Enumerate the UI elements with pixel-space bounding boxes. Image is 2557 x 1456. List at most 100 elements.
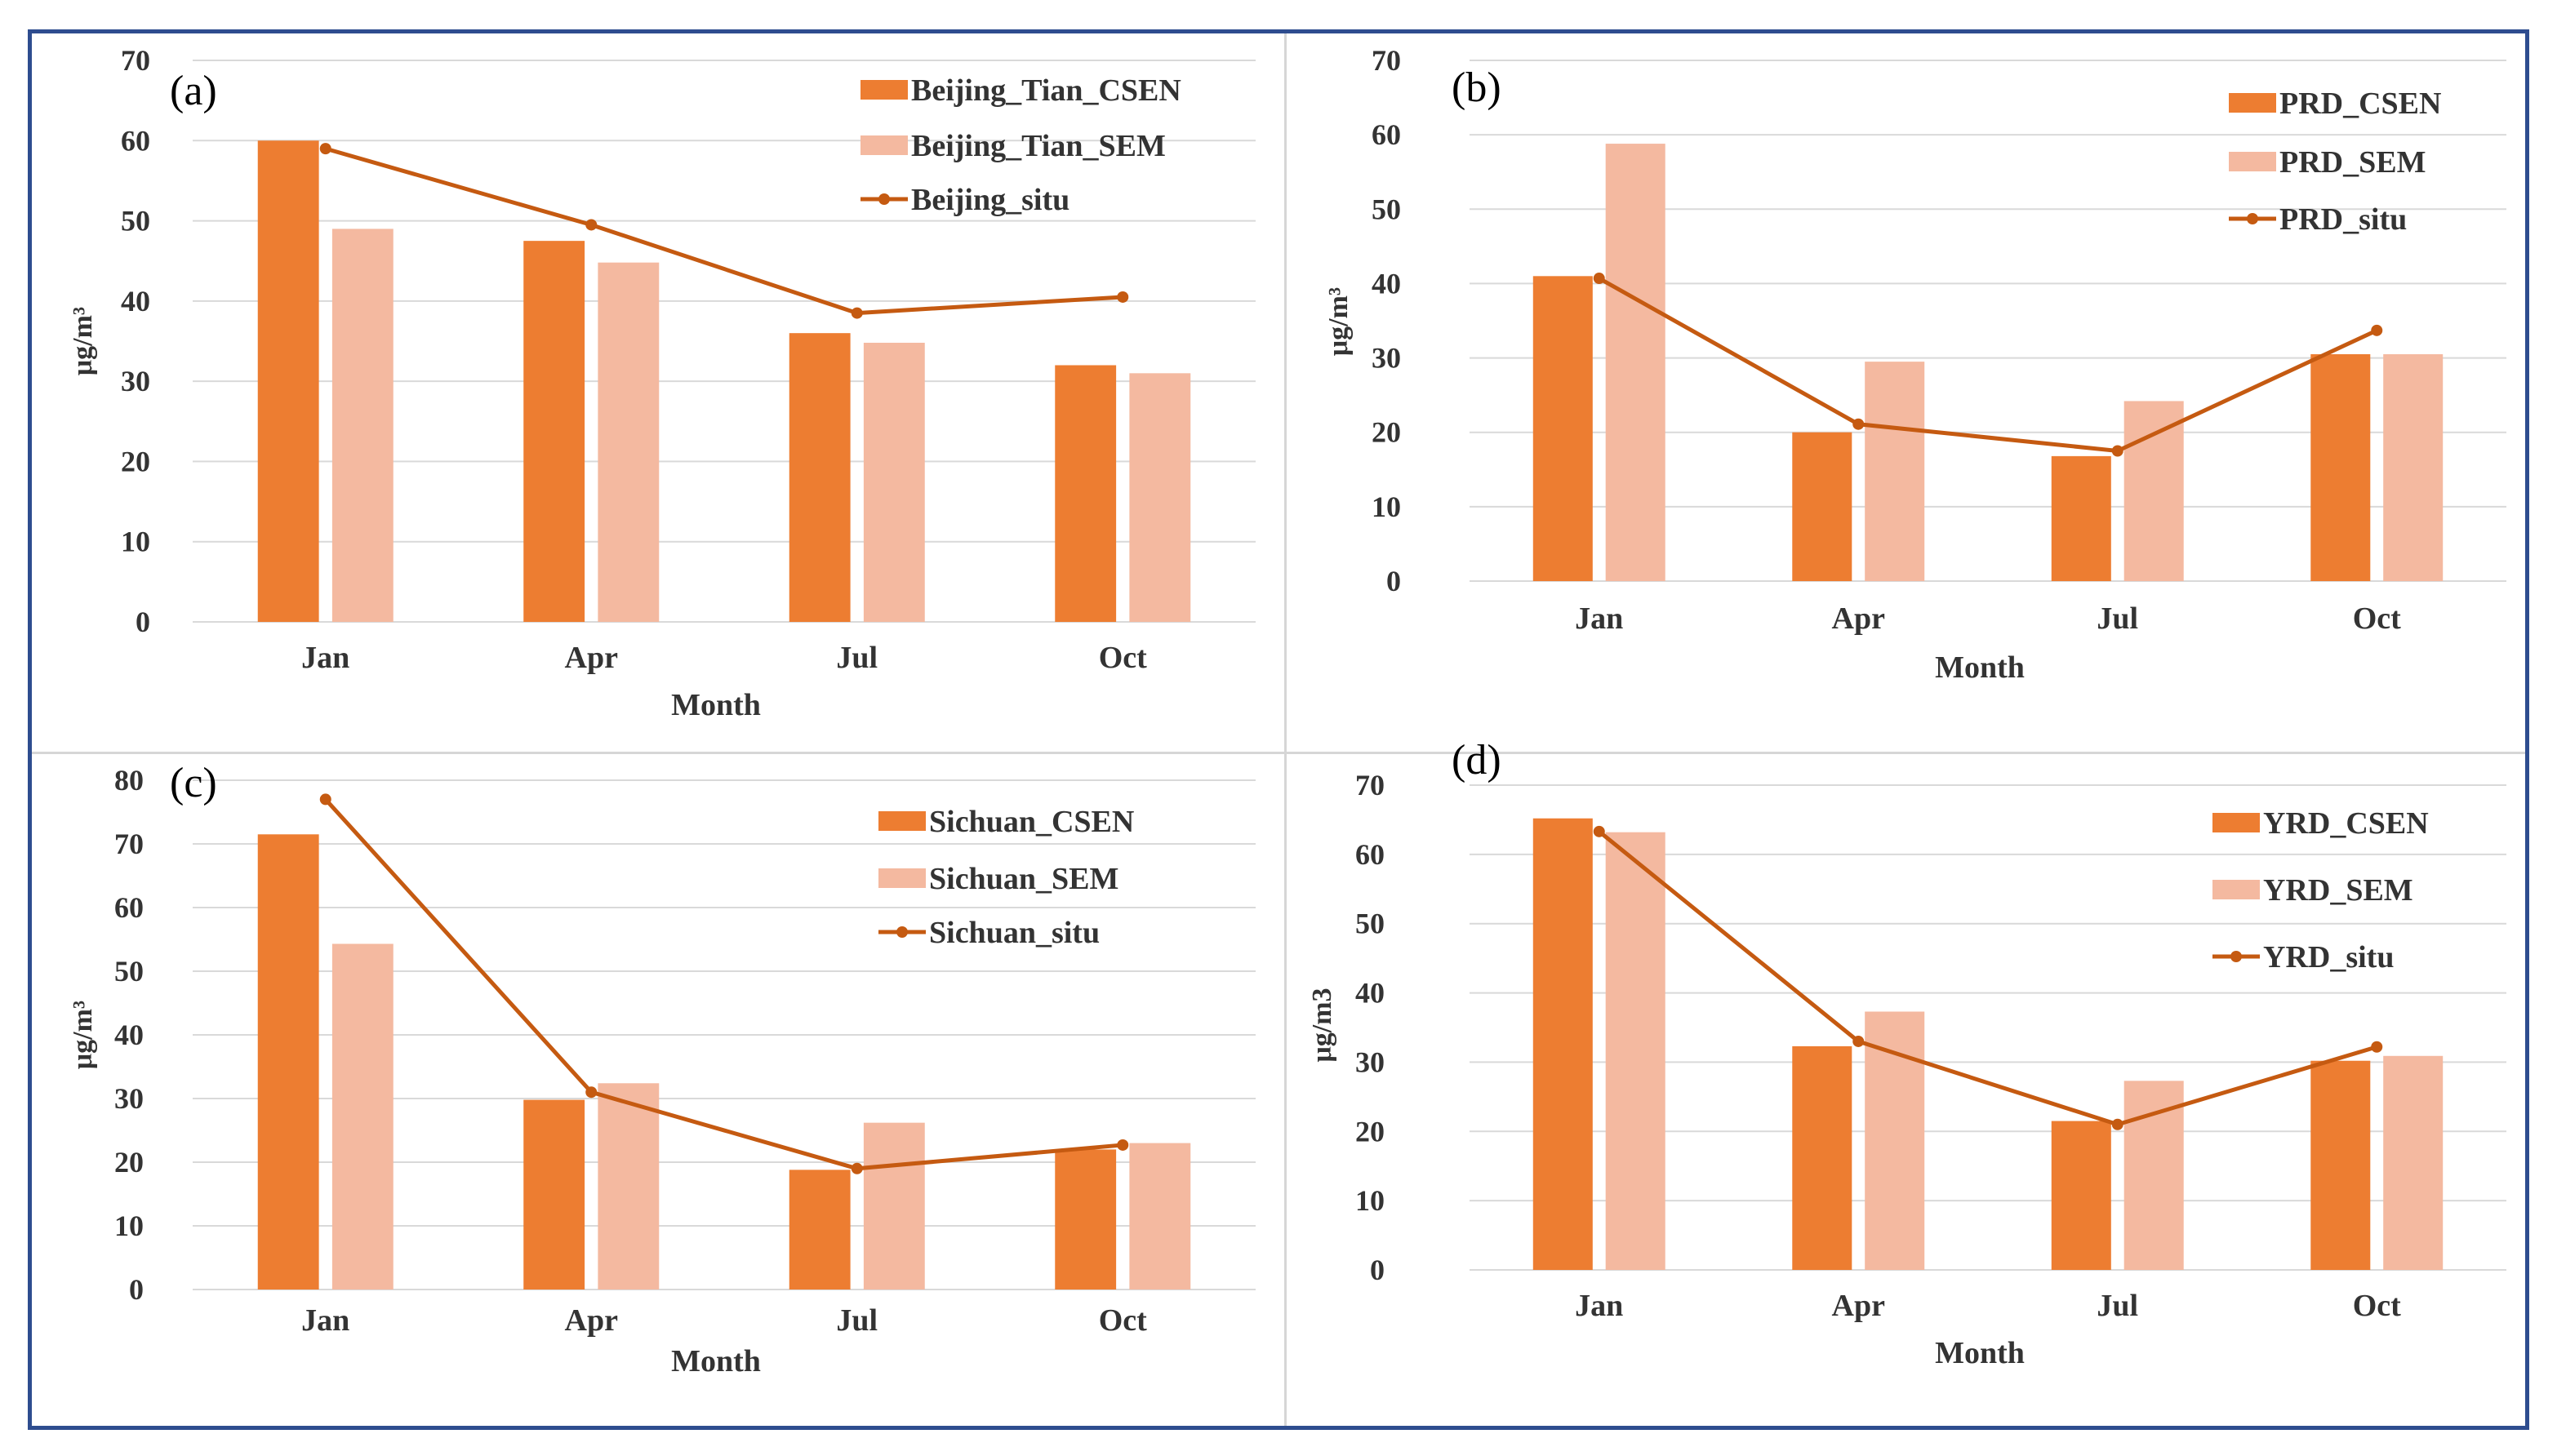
bar-Beijing_Tian_SEM-Jan bbox=[331, 229, 394, 622]
point-YRD_situ-Apr bbox=[1852, 1035, 1865, 1047]
x-axis-label: Month bbox=[671, 688, 761, 722]
bar-YRD_CSEN-Oct bbox=[2310, 1060, 2371, 1270]
y-tick-label: 0 bbox=[136, 606, 150, 638]
legend-label: YRD_situ bbox=[2263, 940, 2394, 974]
point-YRD_situ-Jul bbox=[2111, 1118, 2123, 1130]
bar-PRD_SEM-Oct bbox=[2383, 354, 2444, 581]
x-axis-label: Month bbox=[1935, 1336, 2025, 1370]
line-YRD_situ bbox=[1598, 829, 2377, 1127]
bar-PRD_SEM-Jan bbox=[1605, 144, 1665, 581]
x-tick-label: Apr bbox=[565, 1303, 619, 1338]
x-tick-label: Oct bbox=[2353, 1289, 2401, 1323]
y-tick-label: 80 bbox=[114, 764, 144, 797]
legend-label: Sichuan_SEM bbox=[929, 862, 1118, 896]
line-PRD_situ bbox=[1598, 276, 2378, 454]
bar-Sichuan_SEM-Jan bbox=[331, 943, 394, 1290]
y-tick-label: 30 bbox=[121, 365, 150, 397]
bar-Sichuan_CSEN-Apr bbox=[523, 1099, 585, 1290]
x-axis-label: Month bbox=[671, 1344, 761, 1378]
x-tick-label: Jul bbox=[2097, 1289, 2138, 1323]
chart-panel-d: 0 10 20 30 40 50 60 70 μg/m3 Jan Apr Jul Oct Month (d)… bbox=[1307, 737, 2506, 1370]
bar-Sichuan_SEM-Jul bbox=[863, 1122, 925, 1290]
legend-label: PRD_SEM bbox=[2279, 145, 2426, 180]
y-tick-label: 60 bbox=[1372, 118, 1401, 151]
bar-Beijing_Tian_SEM-Jul bbox=[863, 342, 925, 622]
y-tick-label: 50 bbox=[114, 955, 144, 988]
point-Sichuan_situ-Apr bbox=[585, 1086, 598, 1099]
y-tick-label: 70 bbox=[121, 44, 150, 77]
y-tick-label: 30 bbox=[1372, 342, 1401, 375]
panel-label: (a) bbox=[170, 68, 217, 114]
figure-frame bbox=[28, 29, 2529, 1430]
bar-Beijing_Tian_SEM-Apr bbox=[598, 262, 660, 622]
x-axis-label: Month bbox=[1935, 650, 2025, 685]
legend-label: Beijing_Tian_CSEN bbox=[911, 73, 1181, 108]
bar-Beijing_Tian_CSEN-Jan bbox=[257, 140, 319, 623]
x-tick-label: Jul bbox=[836, 641, 878, 675]
bar-YRD_CSEN-Jul bbox=[2051, 1121, 2111, 1270]
point-PRD_situ-Jan bbox=[1593, 273, 1605, 285]
point-Beijing_situ-Jul bbox=[851, 307, 863, 319]
y-tick-label: 70 bbox=[114, 828, 144, 860]
panel-label: (d) bbox=[1452, 737, 1501, 783]
y-tick-label: 50 bbox=[1355, 908, 1385, 940]
legend-marker-Sichuan_situ bbox=[896, 926, 908, 938]
bar-PRD_CSEN-Jul bbox=[2051, 455, 2111, 581]
point-Sichuan_situ-Jul bbox=[851, 1162, 863, 1174]
bar-PRD_SEM-Jul bbox=[2123, 401, 2184, 581]
y-tick-label: 20 bbox=[114, 1146, 144, 1179]
bar-PRD_CSEN-Apr bbox=[1792, 432, 1852, 581]
point-YRD_situ-Oct bbox=[2371, 1041, 2383, 1053]
y-tick-label: 0 bbox=[1370, 1254, 1385, 1286]
legend-swatch-PRD_CSEN bbox=[2229, 93, 2276, 113]
legend-label: YRD_CSEN bbox=[2263, 806, 2429, 841]
y-tick-label: 40 bbox=[121, 285, 150, 317]
y-tick-label: 60 bbox=[121, 124, 150, 157]
bar-PRD_CSEN-Jan bbox=[1532, 276, 1593, 581]
x-tick-label: Apr bbox=[1832, 1289, 1886, 1323]
legend-swatch-Sichuan_SEM bbox=[878, 868, 926, 888]
y-tick-label: 10 bbox=[1372, 491, 1401, 523]
bar-YRD_SEM-Apr bbox=[1865, 1011, 1925, 1270]
y-tick-label: 0 bbox=[129, 1273, 144, 1306]
legend-label: PRD_situ bbox=[2279, 202, 2407, 237]
bar-Beijing_Tian_CSEN-Jul bbox=[789, 333, 851, 622]
y-tick-label: 10 bbox=[114, 1210, 144, 1242]
x-tick-label: Oct bbox=[1099, 641, 1147, 675]
legend-marker-Beijing_situ bbox=[878, 193, 890, 205]
bar-Sichuan_CSEN-Oct bbox=[1055, 1149, 1117, 1290]
x-tick-label: Jan bbox=[301, 641, 349, 675]
legend-label: Beijing_Tian_SEM bbox=[911, 129, 1166, 163]
x-tick-label: Jul bbox=[836, 1303, 878, 1338]
bar-YRD_CSEN-Jan bbox=[1532, 818, 1593, 1270]
point-Sichuan_situ-Oct bbox=[1117, 1139, 1129, 1151]
bar-PRD_CSEN-Oct bbox=[2310, 354, 2371, 581]
point-Sichuan_situ-Jan bbox=[319, 793, 331, 806]
y-axis-label: μg/m3 bbox=[1307, 988, 1337, 1062]
x-tick-label: Jan bbox=[301, 1303, 349, 1338]
chart-panel-c: 0 10 20 30 40 50 60 70 80 μg/m³ Jan Apr Jul Oct Month (… bbox=[68, 760, 1256, 1378]
bar-YRD_SEM-Jan bbox=[1605, 832, 1665, 1270]
legend-label: PRD_CSEN bbox=[2279, 87, 2441, 121]
x-tick-label: Apr bbox=[1832, 601, 1886, 636]
y-tick-label: 20 bbox=[121, 445, 150, 477]
chart-panel-a: 0 10 20 30 40 50 60 70 μg/m³ Jan Apr Jul Oct Month (a)… bbox=[68, 44, 1256, 722]
vertical-divider bbox=[1284, 33, 1287, 1426]
y-tick-label: 10 bbox=[1355, 1184, 1385, 1217]
bar-Sichuan_CSEN-Jan bbox=[257, 834, 319, 1290]
y-tick-label: 60 bbox=[114, 891, 144, 924]
y-tick-label: 40 bbox=[1372, 267, 1401, 300]
y-tick-label: 20 bbox=[1372, 416, 1401, 449]
legend-swatch-PRD_SEM bbox=[2229, 152, 2276, 171]
x-tick-label: Jan bbox=[1575, 1289, 1623, 1323]
point-Beijing_situ-Oct bbox=[1117, 291, 1129, 303]
y-tick-label: 30 bbox=[1355, 1045, 1385, 1078]
legend-swatch-YRD_CSEN bbox=[2212, 813, 2260, 832]
legend-label: Beijing_situ bbox=[911, 183, 1069, 217]
bar-Sichuan_SEM-Apr bbox=[598, 1083, 660, 1290]
bar-YRD_SEM-Oct bbox=[2383, 1055, 2444, 1270]
bar-Beijing_Tian_CSEN-Apr bbox=[523, 241, 585, 622]
y-tick-label: 30 bbox=[114, 1082, 144, 1115]
point-PRD_situ-Oct bbox=[2371, 324, 2383, 336]
